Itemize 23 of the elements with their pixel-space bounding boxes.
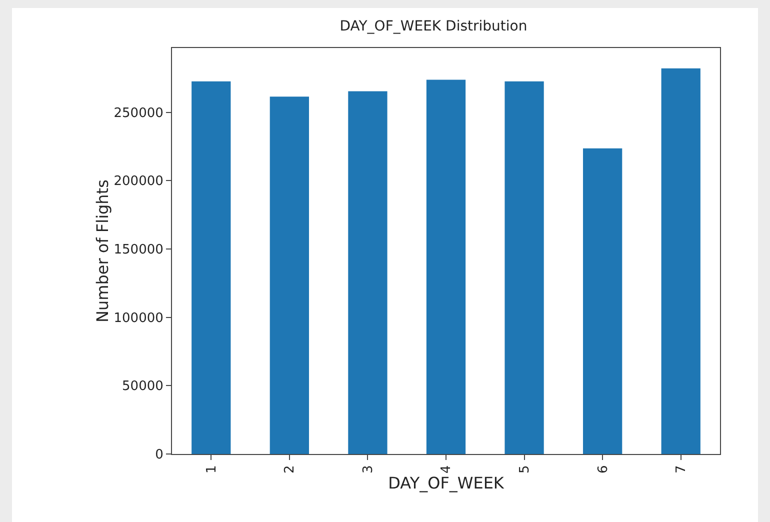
y-tick-label: 100000	[114, 310, 164, 326]
x-tick-label: 4	[439, 465, 454, 474]
x-tick-label: 7	[674, 465, 690, 474]
y-tick-label: 50000	[122, 379, 164, 394]
x-tick-label: 2	[282, 465, 298, 474]
bar	[661, 68, 700, 454]
bar	[426, 80, 466, 454]
y-tick-label: 150000	[114, 242, 164, 258]
x-axis-title: DAY_OF_WEEK	[388, 473, 504, 492]
x-tick-label: 3	[360, 465, 376, 474]
y-tick-label: 0	[155, 448, 164, 463]
bar	[583, 148, 622, 454]
x-tick-label: 5	[518, 465, 533, 474]
x-tick-label: 6	[596, 465, 611, 474]
y-tick-label: 200000	[114, 174, 164, 190]
y-axis-title: Number of Flights	[92, 180, 112, 322]
chart-title: DAY_OF_WEEK Distribution	[340, 18, 528, 35]
bar	[504, 81, 544, 454]
bar	[270, 96, 309, 454]
y-tick-label: 250000	[114, 106, 164, 121]
x-tick-label: 1	[204, 465, 220, 474]
bar	[348, 91, 388, 454]
bar	[192, 81, 231, 454]
